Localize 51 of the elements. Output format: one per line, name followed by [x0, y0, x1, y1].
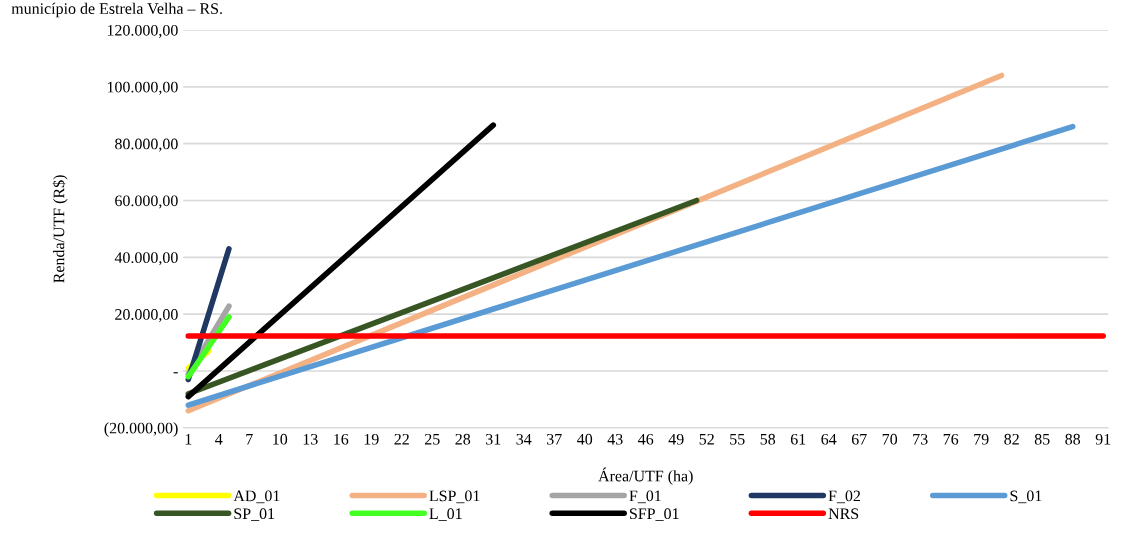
legend-label: NRS: [828, 508, 859, 520]
legend-label: L_01: [429, 508, 462, 521]
x-tick-label: 70: [882, 433, 898, 445]
y-tick-label: 80.000,00: [115, 138, 178, 152]
text: município de Estrela Velha – RS.: [11, 2, 222, 18]
legend-label: F_02: [828, 490, 861, 504]
x-tick-label: 22: [394, 433, 409, 445]
x-tick-label: 73: [913, 433, 928, 445]
y-tick-label: 20.000,00: [115, 309, 178, 323]
legend-label: F_01: [629, 490, 661, 504]
x-tick-label: 37: [547, 433, 562, 445]
legend-label: AD_01: [233, 490, 280, 504]
legend-label: LSP_01: [429, 490, 480, 504]
y-axis-title: Renda/UTF (R$): [52, 175, 68, 283]
x-tick-label: 31: [486, 433, 501, 445]
x-tick-label: 40: [577, 433, 593, 445]
x-tick-label: 19: [364, 433, 379, 445]
x-tick-label: 58: [760, 433, 776, 445]
x-tick-label: 85: [1034, 433, 1050, 445]
x-tick-label: 46: [638, 433, 654, 445]
x-tick-label: 34: [516, 433, 532, 445]
x-tick-label: 55: [730, 434, 745, 445]
y-tick-label: 100.000,00: [107, 81, 178, 95]
x-tick-label: 7: [246, 434, 253, 445]
y-tick-label: -: [173, 372, 178, 374]
y-tick-label: 40.000,00: [114, 252, 178, 266]
x-axis-title: Área/UTF (ha): [598, 467, 693, 485]
x-tick-label: 88: [1065, 433, 1081, 445]
x-tick-label: 64: [821, 433, 837, 445]
x-tick-label: 61: [790, 433, 806, 445]
x-tick-label: 43: [607, 433, 623, 445]
y-tick-label: 120.000,00: [107, 24, 178, 38]
x-tick-label: 4: [215, 433, 223, 445]
x-tick-label: 13: [303, 433, 318, 445]
x-tick-label: 28: [455, 433, 471, 445]
legend-label: SP_01: [234, 508, 275, 521]
x-tick-label: 91: [1095, 433, 1111, 445]
x-tick-label: 25: [424, 433, 440, 445]
y-tick-label: 60.000,00: [115, 195, 178, 209]
x-tick-label: 10: [273, 433, 288, 445]
x-tick-label: 1: [185, 433, 192, 445]
x-tick-label: 76: [943, 433, 959, 445]
x-tick-label: 67: [851, 433, 867, 445]
legend-label: S_01: [1010, 490, 1042, 504]
x-tick-label: 49: [668, 433, 684, 445]
x-tick-label: 52: [699, 433, 714, 445]
x-tick-label: 16: [334, 433, 349, 445]
x-tick-label: 79: [974, 433, 989, 445]
x-tick-label: 82: [1004, 433, 1019, 445]
y-tick-label: (20.000,00): [104, 422, 178, 437]
legend-label: SFP_01: [630, 508, 679, 521]
